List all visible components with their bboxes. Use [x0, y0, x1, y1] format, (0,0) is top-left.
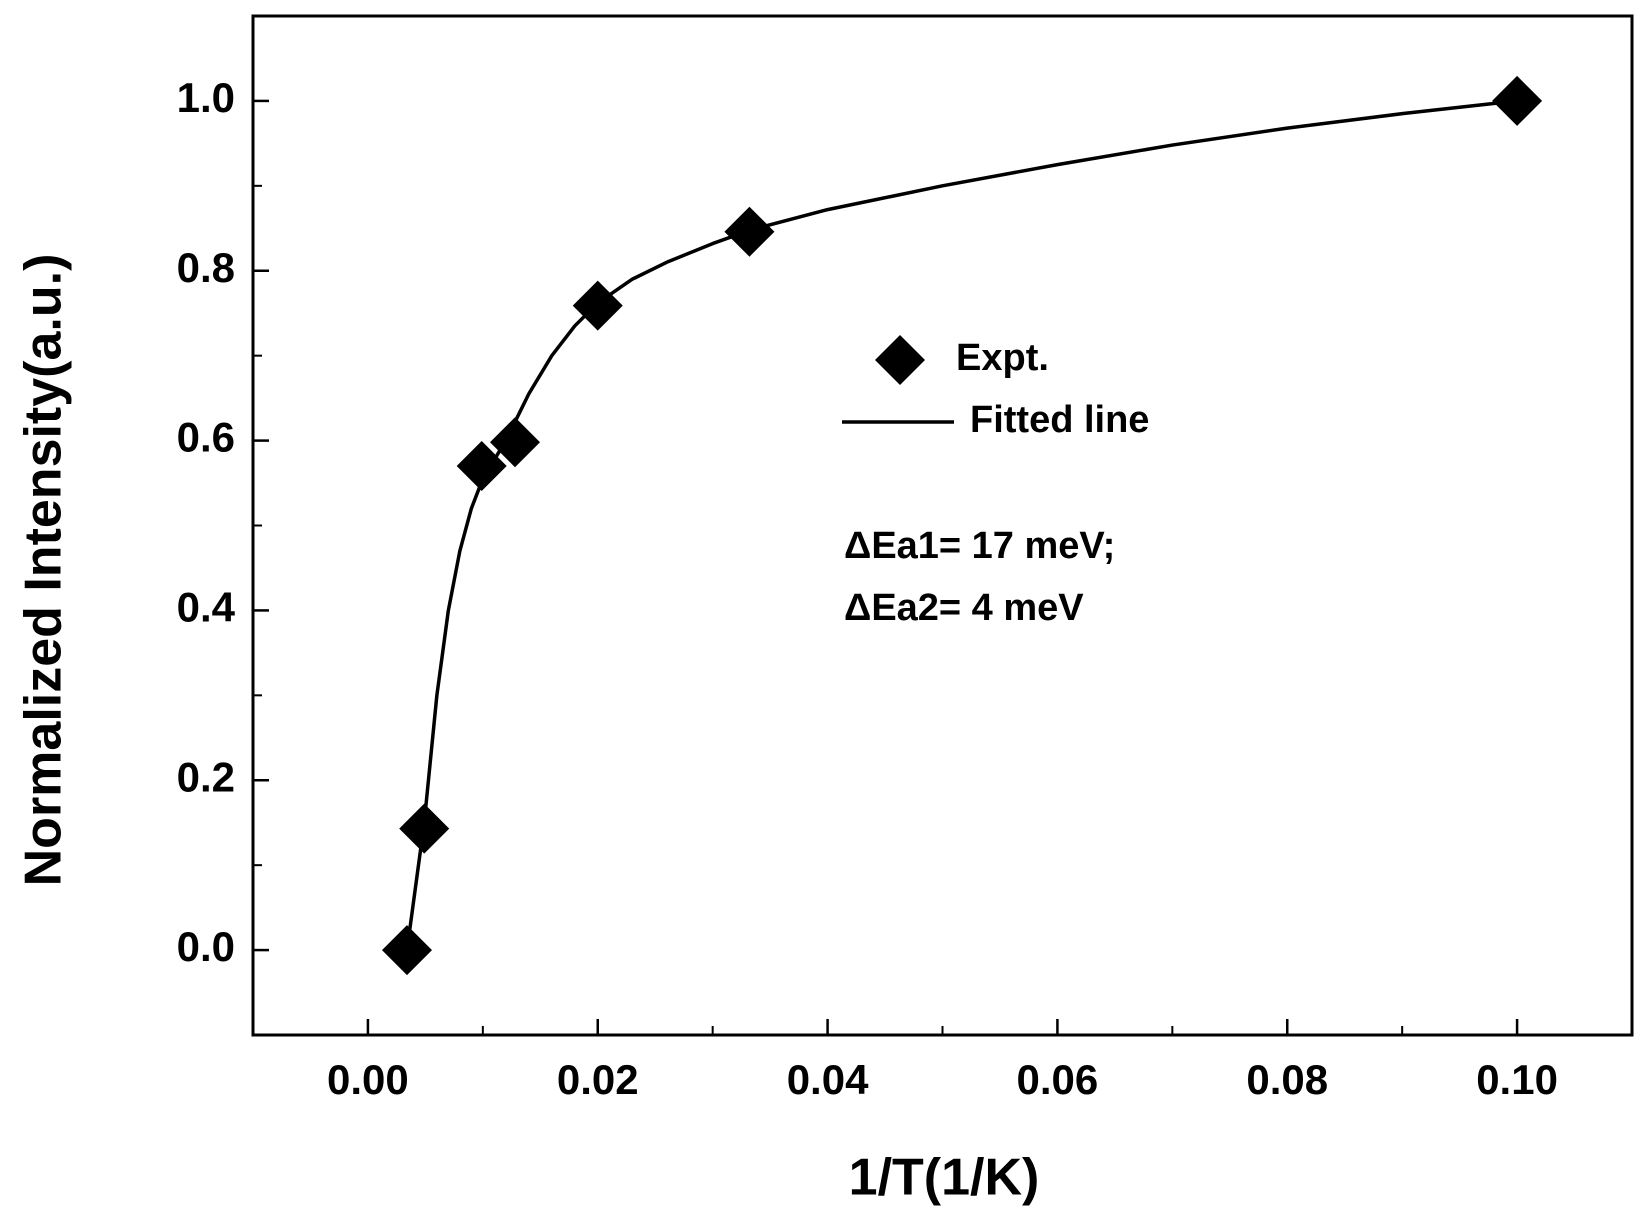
x-tick-label: 0.02	[557, 1056, 639, 1103]
data-point	[456, 441, 507, 492]
y-tick-label: 0.4	[177, 584, 236, 631]
x-tick-label: 0.06	[1017, 1056, 1099, 1103]
x-tick-label: 0.10	[1476, 1056, 1558, 1103]
data-point	[724, 206, 775, 257]
x-tick-label: 0.08	[1246, 1056, 1328, 1103]
y-axis-title: Normalized Intensity(a.u.)	[15, 254, 73, 887]
data-point	[399, 803, 450, 854]
legend-label: Expt.	[956, 337, 1049, 379]
data-point	[1492, 75, 1543, 126]
y-tick-label: 0.2	[177, 753, 235, 800]
data-point	[572, 280, 623, 331]
x-tick-label: 0.04	[787, 1056, 869, 1103]
data-point	[381, 925, 432, 976]
y-tick-label: 0.6	[177, 414, 235, 461]
x-tick-label: 0.00	[327, 1056, 409, 1103]
x-axis-title: 1/T(1/K)	[849, 1149, 1040, 1207]
annotation: ΔEa2= 4 meV	[844, 587, 1084, 629]
y-tick-label: 1.0	[177, 74, 235, 121]
legend-label: Fitted line	[970, 399, 1149, 441]
y-tick-label: 0.8	[177, 244, 235, 291]
data-point	[490, 417, 541, 468]
y-tick-label: 0.0	[177, 923, 235, 970]
annotation: ΔEa1= 17 meV;	[844, 525, 1115, 567]
legend-marker	[875, 335, 925, 385]
plot-frame	[251, 14, 1634, 1037]
